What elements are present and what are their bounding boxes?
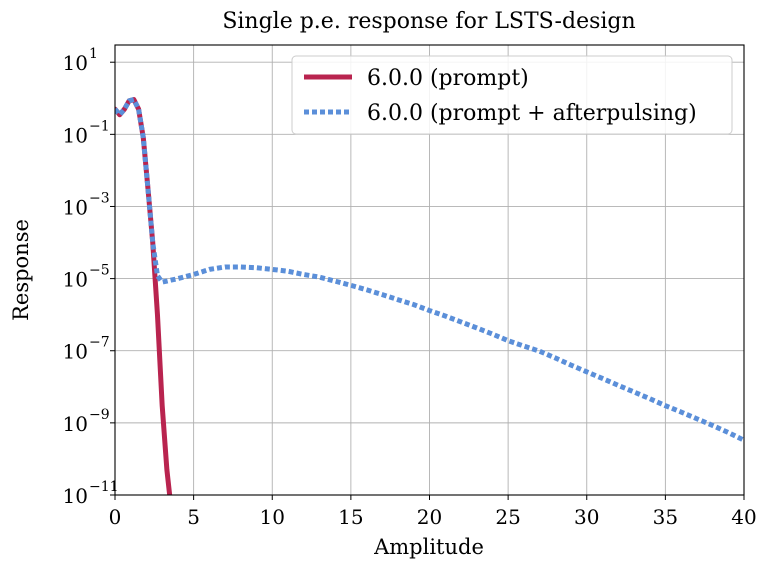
x-tick-label: 40 bbox=[731, 505, 756, 529]
y-tick-label: 10 bbox=[63, 51, 88, 75]
series-layer bbox=[115, 97, 744, 495]
y-axis-label: Response bbox=[9, 219, 33, 321]
series-line-prompt bbox=[115, 97, 173, 495]
legend-box bbox=[291, 55, 733, 135]
legend-label-afterpulsing: 6.0.0 (prompt + afterpulsing) bbox=[367, 101, 697, 126]
x-tick-label: 25 bbox=[495, 505, 520, 529]
x-tick-label: 5 bbox=[187, 505, 200, 529]
series-line-afterpulsing bbox=[115, 97, 744, 443]
y-tick-label: 10 bbox=[63, 123, 88, 147]
y-tick-exponent: −5 bbox=[89, 263, 110, 279]
y-tick-label: 10 bbox=[63, 412, 88, 436]
y-tick-exponent: 1 bbox=[89, 46, 98, 62]
x-axis-label: Amplitude bbox=[373, 535, 484, 559]
x-tick-label: 0 bbox=[109, 505, 122, 529]
y-tick-label: 10 bbox=[63, 340, 88, 364]
y-tick-label: 10 bbox=[63, 268, 88, 292]
y-tick-exponent: −11 bbox=[89, 479, 119, 495]
x-tick-label: 20 bbox=[417, 505, 442, 529]
y-tick-exponent: −7 bbox=[89, 335, 110, 351]
x-tick-label: 15 bbox=[338, 505, 363, 529]
chart-title: Single p.e. response for LSTS-design bbox=[222, 9, 635, 34]
legend: 6.0.0 (prompt) 6.0.0 (prompt + afterpuls… bbox=[291, 55, 733, 135]
y-tick-exponent: −1 bbox=[89, 118, 110, 134]
y-tick-exponent: −9 bbox=[89, 407, 110, 423]
x-tick-label: 10 bbox=[260, 505, 285, 529]
x-tick-label: 35 bbox=[653, 505, 678, 529]
legend-label-prompt: 6.0.0 (prompt) bbox=[367, 66, 529, 91]
x-axis-ticks: 0 5 10 15 20 25 30 35 40 bbox=[109, 495, 757, 529]
x-tick-label: 30 bbox=[574, 505, 599, 529]
y-tick-label: 10 bbox=[63, 195, 88, 219]
y-tick-exponent: −3 bbox=[89, 190, 110, 206]
y-tick-label: 10 bbox=[63, 484, 88, 508]
